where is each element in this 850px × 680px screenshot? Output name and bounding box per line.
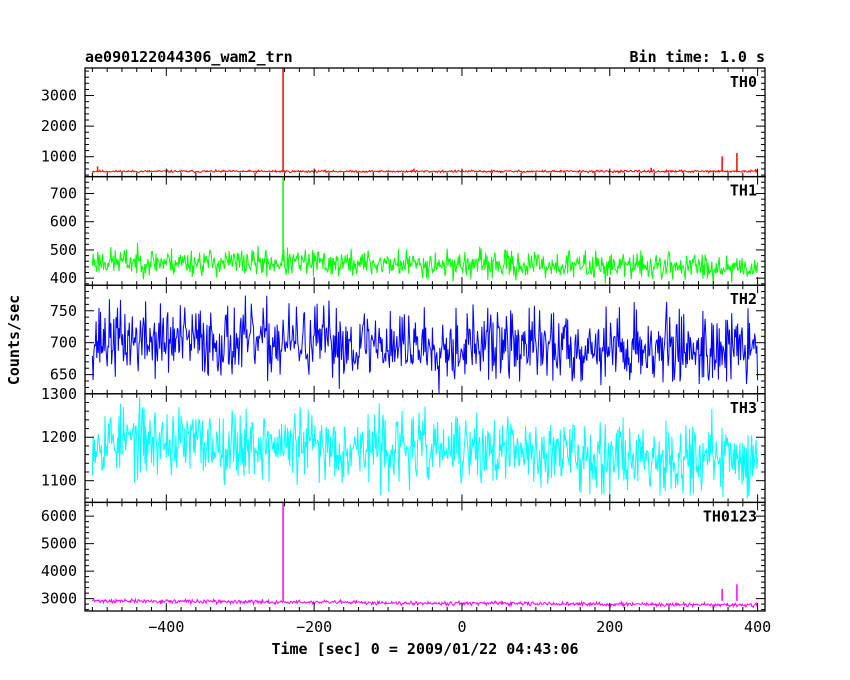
y-tick-label: 3000 bbox=[41, 87, 77, 105]
x-tick-label: 0 bbox=[457, 618, 466, 636]
series-line-th2 bbox=[91, 295, 759, 394]
y-tick-label: 6000 bbox=[41, 507, 77, 525]
y-tick-label: 650 bbox=[50, 366, 77, 384]
x-axis-label: Time [sec] 0 = 2009/01/22 04:43:06 bbox=[271, 640, 578, 658]
y-tick-label: 400 bbox=[50, 269, 77, 287]
y-axis-label: Counts/sec bbox=[5, 295, 23, 385]
panel-label-th2: TH2 bbox=[730, 290, 757, 308]
series-line-th3 bbox=[91, 397, 759, 501]
panel-label-th1: TH1 bbox=[730, 182, 757, 200]
y-tick-label: 1100 bbox=[41, 472, 77, 490]
x-tick-label: −200 bbox=[296, 618, 332, 636]
panel-label-th0: TH0 bbox=[730, 73, 757, 91]
chart-title: ae090122044306_wam2_trn bbox=[85, 48, 293, 66]
panel-th1: 400 500 600 700 TH1 bbox=[50, 175, 766, 287]
panel-frame-th0123 bbox=[84, 501, 766, 612]
bin-time-label: Bin time: 1.0 s bbox=[630, 48, 765, 66]
panel-th0: 1000 2000 3000 TH0 bbox=[41, 67, 766, 178]
y-tick-label: 500 bbox=[50, 241, 77, 259]
series-line-th1 bbox=[91, 242, 759, 284]
panel-th2: 650 700 750 TH2 bbox=[50, 284, 766, 395]
y-tick-label: 750 bbox=[50, 302, 77, 320]
series-line-th0123 bbox=[92, 597, 758, 610]
series-line-th0 bbox=[92, 168, 759, 174]
y-tick-label: 4000 bbox=[41, 562, 77, 580]
y-tick-label: 1200 bbox=[41, 428, 77, 446]
y-tick-label: 3000 bbox=[41, 590, 77, 608]
y-tick-label: 5000 bbox=[41, 535, 77, 553]
panel-th0123: 3000 4000 5000 6000 TH0123 bbox=[41, 501, 766, 612]
y-tick-label: 1000 bbox=[41, 148, 77, 166]
y-tick-label: 600 bbox=[50, 213, 77, 231]
x-tick-label: 400 bbox=[744, 618, 771, 636]
panel-label-th3: TH3 bbox=[730, 399, 757, 417]
y-tick-label: 700 bbox=[50, 185, 77, 203]
panel-label-th0123: TH0123 bbox=[703, 507, 757, 525]
x-tick-label: 200 bbox=[596, 618, 623, 636]
y-tick-label: 700 bbox=[50, 334, 77, 352]
panel-frame-th0 bbox=[84, 67, 766, 178]
x-tick-label: −400 bbox=[148, 618, 184, 636]
y-tick-label: 1300 bbox=[41, 385, 77, 403]
y-tick-label: 2000 bbox=[41, 117, 77, 135]
panel-th3: 1100 1200 1300 TH3 bbox=[41, 385, 766, 504]
